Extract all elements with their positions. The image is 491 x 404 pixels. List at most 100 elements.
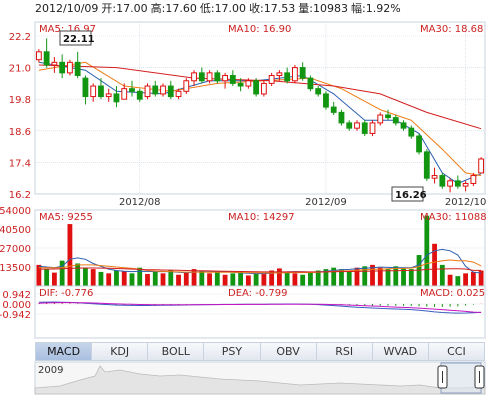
volume-bar bbox=[439, 264, 445, 286]
candle-body bbox=[276, 72, 283, 77]
volume-y-tick: 13500 bbox=[0, 263, 31, 274]
candle bbox=[377, 112, 384, 126]
indicator-tabs: MACD KDJ BOLL PSY OBV RSI WVAD CCI bbox=[35, 342, 485, 361]
candle-body bbox=[385, 114, 391, 119]
tab-boll[interactable]: BOLL bbox=[148, 343, 205, 360]
candle bbox=[447, 178, 453, 193]
candle-body bbox=[377, 114, 384, 124]
candle-body bbox=[253, 80, 260, 95]
navigator-selection[interactable] bbox=[440, 362, 482, 394]
candle bbox=[315, 86, 322, 97]
candle-body bbox=[454, 180, 461, 187]
candle bbox=[43, 38, 50, 68]
candle bbox=[439, 172, 446, 189]
candle bbox=[392, 115, 399, 126]
volume-bar bbox=[370, 264, 375, 286]
candle-body bbox=[338, 111, 345, 124]
volume-bar bbox=[331, 267, 337, 286]
candle-body bbox=[369, 122, 376, 134]
candle-body bbox=[431, 175, 438, 179]
candle bbox=[152, 80, 159, 97]
macd-y-tick: 0.000 bbox=[2, 300, 31, 311]
volume-bar bbox=[160, 273, 166, 286]
candle-body bbox=[183, 80, 190, 92]
price-ma5-label: MA5: 16.97 bbox=[39, 24, 96, 35]
price-y-tick: 18.6 bbox=[9, 127, 31, 138]
price-panel bbox=[34, 21, 486, 195]
volume-bar bbox=[478, 270, 484, 286]
volume-bar bbox=[245, 275, 251, 286]
volume-bar bbox=[362, 266, 368, 286]
macd-value-label: MACD: 0.025 bbox=[420, 288, 485, 299]
candle bbox=[98, 78, 104, 100]
candle bbox=[183, 78, 190, 94]
price-y-tick: 17.4 bbox=[9, 158, 31, 169]
low-callout: 16.26 bbox=[391, 186, 427, 202]
price-ma30-label: MA30: 18.68 bbox=[420, 24, 483, 35]
tab-rsi[interactable]: RSI bbox=[316, 343, 373, 360]
candle-body bbox=[74, 61, 81, 76]
tab-kdj[interactable]: KDJ bbox=[92, 343, 149, 360]
navigator-left-handle[interactable] bbox=[437, 365, 448, 389]
candle-body bbox=[67, 61, 73, 74]
candle-body bbox=[121, 88, 128, 100]
tab-wvad[interactable]: WVAD bbox=[372, 343, 429, 360]
volume-bar bbox=[447, 274, 453, 286]
svg-text:16.26: 16.26 bbox=[395, 190, 427, 201]
candle-body bbox=[144, 85, 151, 98]
volume-bar bbox=[183, 272, 189, 286]
volume-bar bbox=[207, 273, 212, 286]
high-callout: 22.11 bbox=[59, 30, 95, 46]
volume-y-tick: 54000 bbox=[0, 206, 31, 217]
price-y-tick: 22.2 bbox=[9, 32, 31, 43]
candle-body bbox=[392, 117, 399, 124]
tab-obv[interactable]: OBV bbox=[260, 343, 317, 360]
candle bbox=[354, 120, 360, 131]
volume-bar bbox=[269, 270, 275, 286]
volume-bar bbox=[463, 273, 469, 286]
candle bbox=[160, 83, 166, 97]
candle bbox=[206, 70, 213, 84]
macd-y-tick: -0.942 bbox=[0, 310, 31, 321]
candle-body bbox=[439, 175, 446, 187]
volume-bar bbox=[354, 267, 360, 286]
tab-psy[interactable]: PSY bbox=[204, 343, 261, 360]
volume-bar bbox=[300, 274, 306, 286]
candle bbox=[338, 109, 345, 126]
candle bbox=[237, 78, 244, 92]
candle bbox=[330, 101, 337, 115]
candle bbox=[175, 88, 182, 100]
candle-body bbox=[237, 82, 244, 87]
candle bbox=[129, 80, 135, 97]
candle bbox=[361, 120, 368, 137]
volume-bar bbox=[199, 270, 205, 286]
candle-body bbox=[268, 75, 275, 84]
candle bbox=[222, 72, 228, 89]
candle-body bbox=[284, 72, 291, 82]
macd-dea-label: DEA: -0.799 bbox=[228, 288, 287, 299]
tab-macd[interactable]: MACD bbox=[36, 343, 93, 360]
volume-ma10-label: MA10: 14297 bbox=[228, 212, 295, 223]
candle-body bbox=[35, 51, 42, 61]
volume-bar bbox=[137, 267, 143, 286]
candle bbox=[369, 120, 376, 137]
tab-cci[interactable]: CCI bbox=[428, 343, 484, 360]
candle-body bbox=[330, 106, 337, 113]
volume-bar bbox=[377, 267, 383, 286]
price-y-tick: 19.8 bbox=[9, 95, 31, 106]
candle-body bbox=[136, 90, 143, 100]
volume-bar bbox=[230, 273, 236, 286]
navigator-right-handle[interactable] bbox=[474, 365, 485, 389]
candle bbox=[431, 167, 438, 184]
candle bbox=[51, 57, 58, 73]
volume-bar bbox=[292, 273, 298, 286]
candle-body bbox=[129, 88, 135, 92]
volume-bar bbox=[470, 271, 476, 286]
volume-bar bbox=[346, 270, 352, 286]
candle bbox=[74, 51, 81, 79]
candle-body bbox=[198, 72, 205, 82]
candle bbox=[268, 72, 275, 87]
volume-bar bbox=[129, 273, 135, 286]
candle-body bbox=[470, 175, 477, 184]
